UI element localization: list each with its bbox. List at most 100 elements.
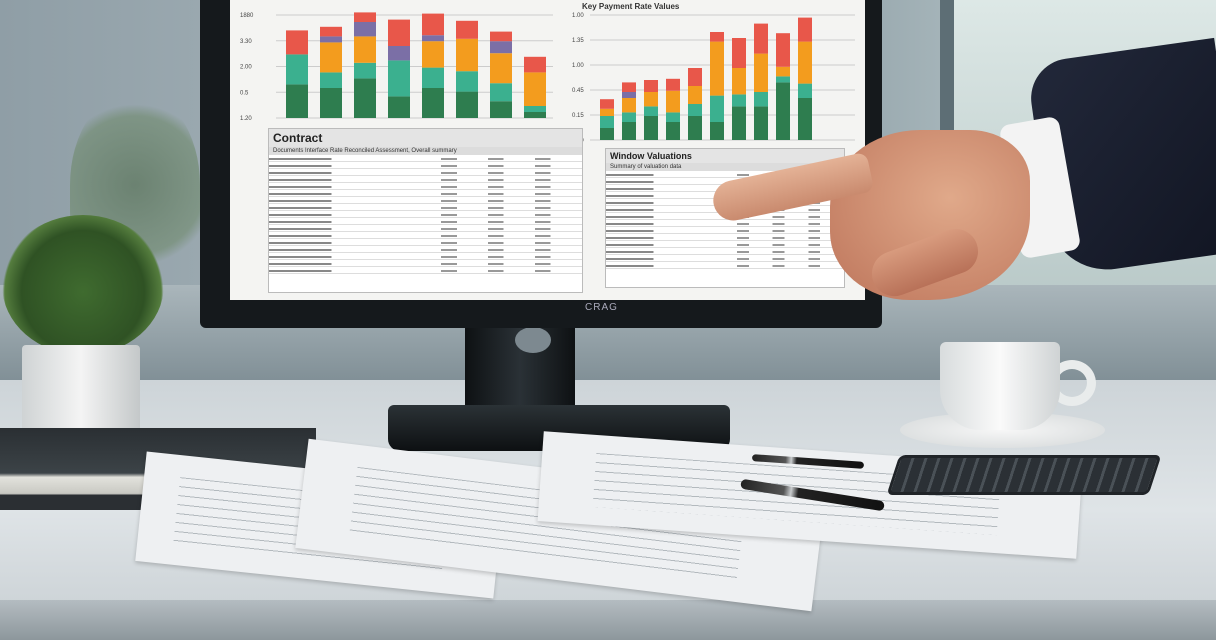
bar-segment (456, 20, 478, 39)
bar-segment (422, 88, 444, 118)
bar-segment (320, 36, 342, 43)
left-chart: 1.20 0.5 2.00 3.30 1880 (240, 12, 553, 122)
bar-segment (622, 122, 636, 140)
bar-segment (600, 128, 614, 140)
table-row (269, 267, 582, 274)
bar-segment (354, 22, 376, 37)
table-row (269, 155, 582, 162)
bar-segment (710, 41, 724, 96)
bar-segment (688, 68, 702, 86)
bar-segment (622, 82, 636, 92)
y-tick-label: 1.00 (572, 13, 584, 19)
bar-segment (666, 122, 680, 140)
bar-segment (776, 66, 790, 77)
table-row (606, 255, 844, 262)
bar-segment (320, 72, 342, 88)
bar-segment (644, 80, 658, 92)
bar-segment (710, 32, 724, 42)
table-row (606, 227, 844, 234)
table-row (269, 260, 582, 267)
bar-segment (644, 92, 658, 107)
table-row (269, 211, 582, 218)
table-row (269, 232, 582, 239)
bar-segment (524, 112, 546, 118)
bar-segment (490, 83, 512, 102)
bar-segment (456, 71, 478, 92)
bar-segment (754, 92, 768, 107)
bar-segment (798, 83, 812, 98)
bar-segment (286, 30, 308, 55)
bar-segment (798, 98, 812, 140)
bar-segment (710, 122, 724, 140)
coffee-cup (940, 342, 1060, 430)
y-tick-label: 2.00 (240, 65, 252, 71)
bar-segment (622, 112, 636, 122)
table-row (269, 246, 582, 253)
table-row (606, 262, 844, 269)
bar-segment (422, 35, 444, 42)
bar-segment (622, 98, 636, 113)
bar-segment (320, 88, 342, 118)
bar-segment (622, 92, 636, 98)
table-row (606, 234, 844, 241)
bar-segment (388, 96, 410, 118)
bar-segment (490, 31, 512, 42)
bar-segment (754, 53, 768, 92)
bar-segment (798, 41, 812, 84)
table-row (269, 176, 582, 183)
table-row (269, 169, 582, 176)
y-tick-label: 0.5 (240, 90, 249, 96)
bar-segment (644, 106, 658, 116)
bar-segment (600, 116, 614, 128)
bar-segment (732, 68, 746, 95)
table-row (269, 183, 582, 190)
left-table-title: Contract (269, 129, 582, 147)
right-table-subtitle: Summary of valuation data (606, 163, 844, 171)
desk-edge (0, 600, 1216, 640)
bar-segment (600, 108, 614, 116)
right-chart: 0.000.150.451.001.351.00 (572, 13, 855, 144)
y-tick-label: 0.15 (572, 113, 584, 119)
y-tick-label: 1.35 (572, 38, 584, 44)
y-tick-label: 3.30 (240, 39, 252, 45)
bar-segment (666, 112, 680, 122)
table-row (606, 248, 844, 255)
bar-segment (524, 56, 546, 73)
table-row (606, 241, 844, 248)
bar-segment (710, 95, 724, 122)
bar-segment (490, 41, 512, 54)
calculator[interactable] (886, 455, 1162, 495)
y-tick-label: 1.20 (240, 116, 252, 122)
bar-segment (600, 99, 614, 109)
table-row (269, 197, 582, 204)
bar-segment (354, 12, 376, 22)
y-tick-label: 1.00 (572, 63, 584, 69)
bar-segment (286, 54, 308, 85)
bar-segment (688, 86, 702, 104)
table-row (269, 190, 582, 197)
table-row (606, 171, 844, 178)
bar-segment (320, 42, 342, 73)
bar-segment (644, 116, 658, 140)
right-chart-title: Key Payment Rate Values (582, 2, 680, 11)
bar-segment (388, 46, 410, 61)
bar-segment (490, 53, 512, 84)
bar-segment (388, 19, 410, 46)
right-table-title: Window Valuations (606, 149, 844, 163)
left-table-rows (269, 155, 582, 274)
bar-segment (688, 116, 702, 140)
bar-segment (754, 23, 768, 54)
y-tick-label: 0.45 (572, 88, 584, 94)
monitor-logo: CRAG (585, 302, 618, 313)
table-row (269, 204, 582, 211)
bar-segment (732, 38, 746, 68)
bar-segment (456, 38, 478, 72)
table-row (269, 218, 582, 225)
bar-segment (286, 84, 308, 118)
bar-segment (388, 60, 410, 97)
bar-segment (354, 62, 376, 79)
y-tick-label: 1880 (240, 13, 254, 19)
table-row (606, 220, 844, 227)
bar-segment (732, 94, 746, 107)
